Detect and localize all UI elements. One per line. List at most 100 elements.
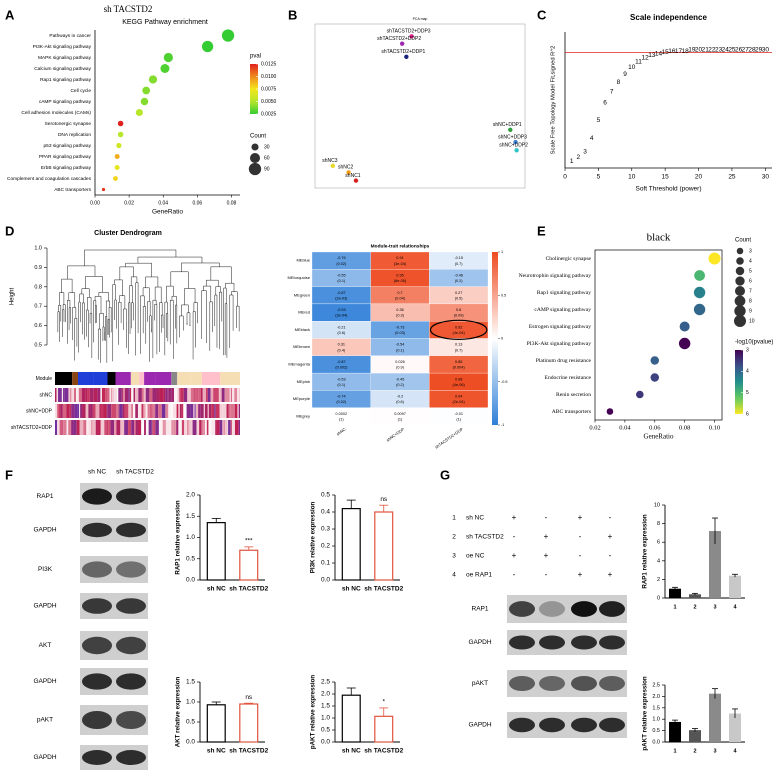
x-tick-label: sh TACSTD2 — [229, 748, 268, 755]
color-strip — [55, 404, 57, 418]
cell-value: 0.026 — [395, 360, 405, 364]
y-tick-label: 1.0 — [321, 715, 330, 722]
color-strip — [93, 372, 108, 385]
color-strip — [176, 404, 179, 418]
color-strip — [89, 388, 94, 402]
color-strip — [124, 420, 129, 435]
color-strip — [203, 420, 206, 435]
colorbar-label: 0.0025 — [261, 111, 277, 117]
color-strip — [78, 388, 82, 402]
dot — [117, 131, 124, 138]
dot — [140, 97, 149, 106]
legend-dot — [251, 143, 259, 151]
x-tick-label: 4 — [733, 748, 737, 754]
cell-pvalue: (4e-04) — [453, 331, 466, 335]
color-strip — [230, 420, 233, 435]
x-tick-label: sh TACSTD2 — [364, 748, 403, 755]
point-label: shNC+DDP3 — [498, 134, 527, 140]
y-tick-label: Rap1 signaling pathway — [40, 77, 92, 83]
blot-band — [116, 488, 146, 505]
color-strip — [119, 404, 123, 418]
point-number: 21 — [702, 46, 710, 53]
x-tick-label: 1 — [673, 604, 676, 610]
y-tick-label: ABC transporters — [552, 409, 591, 415]
color-strip — [159, 388, 164, 402]
dot — [693, 303, 706, 316]
color-strip — [100, 388, 102, 402]
color-strip — [174, 388, 178, 402]
color-strip — [220, 372, 240, 385]
color-strip — [137, 420, 142, 435]
cell-value: 0.85 — [455, 360, 462, 364]
color-strip — [194, 404, 196, 418]
y-tick-label: 0.4 — [321, 509, 330, 516]
color-strip — [118, 404, 120, 418]
point-number: 25 — [728, 46, 736, 53]
color-strip — [184, 420, 188, 435]
color-strip — [190, 404, 194, 418]
point-number: 28 — [748, 46, 756, 53]
row-label: MEgreen — [294, 292, 310, 297]
bar — [374, 715, 394, 743]
x-tick-label: 0.04 — [619, 424, 631, 431]
point — [330, 163, 336, 169]
chart-title: PCA map — [413, 17, 428, 21]
y-tick-label: 1.5 — [652, 705, 660, 711]
heatmap-cell — [311, 303, 371, 322]
color-strip — [138, 388, 142, 402]
point-label: shNC+DDP2 — [499, 143, 528, 149]
y-tick-label: 0 — [657, 595, 660, 601]
point-label: shNC3 — [322, 158, 338, 164]
point-number: 15 — [662, 49, 670, 56]
blot-band — [571, 635, 597, 650]
color-strip — [141, 420, 145, 435]
color-strip — [117, 388, 119, 402]
color-strip — [222, 420, 224, 435]
color-strip — [88, 404, 91, 418]
cell-value: -0.45 — [396, 377, 405, 381]
y-axis-label: Scale Free Topology Model Fit,signed R^2 — [551, 46, 557, 155]
color-strip — [183, 388, 188, 402]
cell-pvalue: (1) — [456, 417, 461, 421]
color-strip — [171, 420, 174, 435]
cell-value: -0.73 — [396, 325, 405, 329]
cell-pvalue: (3e-04) — [335, 314, 348, 318]
cell-pvalue: (0.4) — [337, 348, 346, 352]
cell-pvalue: (0.3) — [396, 314, 405, 318]
highlight-ellipse — [429, 319, 488, 340]
chart-title: Cluster Dendrogram — [94, 230, 162, 237]
x-tick-label: 20 — [695, 174, 703, 181]
x-tick-label: sh NC — [207, 748, 226, 755]
color-strip — [149, 404, 153, 418]
blot-band — [116, 750, 146, 765]
heatmap-cell — [370, 303, 430, 322]
significance: ns — [245, 694, 253, 701]
legend-label: 60 — [264, 155, 270, 161]
blot-band — [539, 635, 565, 650]
y-tick-label: Pathways in cancer — [49, 33, 91, 39]
blot-label: GAPDH — [468, 722, 491, 729]
colorbar-label: 0 — [501, 337, 503, 341]
point-number: 13 — [648, 52, 656, 59]
dot — [114, 164, 120, 171]
color-strip — [79, 420, 84, 435]
y-tick-label: 0.0 — [321, 739, 330, 746]
color-strip — [62, 404, 67, 418]
color-strip — [225, 420, 228, 435]
point-number: 16 — [668, 48, 676, 55]
y-tick-label: DNA replication — [58, 132, 91, 138]
chart-header: sh TACSTD2 — [104, 4, 153, 14]
color-strip — [180, 388, 184, 402]
row-label: MEbrown — [293, 344, 310, 349]
y-tick-label: 1.0 — [186, 534, 195, 541]
color-strip — [131, 420, 135, 435]
color-strip — [74, 388, 77, 402]
y-tick-label: Cell cycle — [70, 88, 91, 94]
x-tick-label: sh NC — [342, 748, 361, 755]
color-strip — [55, 388, 57, 402]
color-strip — [81, 388, 86, 402]
design-sign: - — [579, 551, 582, 560]
color-strip — [111, 404, 115, 418]
heatmap-cell — [311, 251, 371, 270]
color-strip — [201, 388, 203, 402]
